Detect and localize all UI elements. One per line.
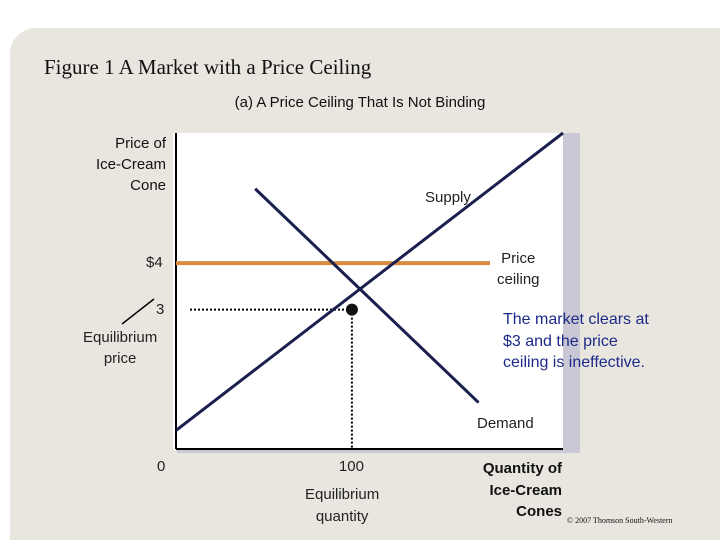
equilibrium-price-pointer (121, 298, 155, 325)
equilibrium-price-label-line: price (103, 350, 137, 367)
price-ceiling-label: Price ceiling (497, 248, 540, 290)
annotation-line: $3 and the price (503, 332, 618, 350)
figure-subtitle: (a) A Price Ceiling That Is Not Binding (234, 94, 486, 111)
y-axis-label-line: Price of (115, 135, 166, 152)
price-ceiling-label-line: ceiling (497, 271, 540, 288)
plot-area (173, 133, 563, 450)
figure-title: Figure 1 A Market with a Price Ceiling (44, 55, 372, 79)
y-axis-label: Price of Ice-Cream Cone (70, 133, 166, 196)
annotation-line: The market clears at (503, 311, 649, 328)
x-axis-label-line: Cones (516, 503, 562, 520)
supply-label: Supply (425, 189, 471, 206)
equilibrium-price-label: Equilibrium price (83, 327, 157, 369)
market-clears-annotation: The market clears at $3 and the price ce… (503, 309, 649, 374)
y-axis-label-line: Cone (130, 177, 166, 194)
x-tick-label-100: 100 (338, 458, 364, 475)
equilibrium-price-label-line: Equilibrium (83, 329, 158, 346)
x-axis-label-line: Ice-Cream (489, 481, 562, 499)
copyright-notice: © 2007 Thomson South-Western (567, 516, 673, 525)
demand-curve (254, 187, 480, 404)
demand-label: Demand (477, 415, 534, 432)
equilibrium-quantity-label-line: quantity (315, 508, 369, 525)
price-ceiling-label-line: Price (501, 250, 536, 267)
y-tick-label-3: 3 (156, 300, 165, 318)
supply-curve (175, 131, 564, 432)
equilibrium-point (345, 303, 358, 316)
equilibrium-quantity-label: Equilibrium quantity (305, 484, 379, 528)
x-axis-label-line: Quantity of (482, 460, 562, 477)
origin-label: 0 (157, 458, 166, 475)
y-axis-label-line: Ice-Cream (95, 156, 166, 173)
x-axis-label: Quantity of Ice-Cream Cones (458, 458, 562, 523)
annotation-line: ceiling is ineffective. (503, 354, 645, 371)
y-tick-label-4: $4 (146, 254, 163, 272)
equilibrium-quantity-label-line: Equilibrium (305, 486, 380, 503)
